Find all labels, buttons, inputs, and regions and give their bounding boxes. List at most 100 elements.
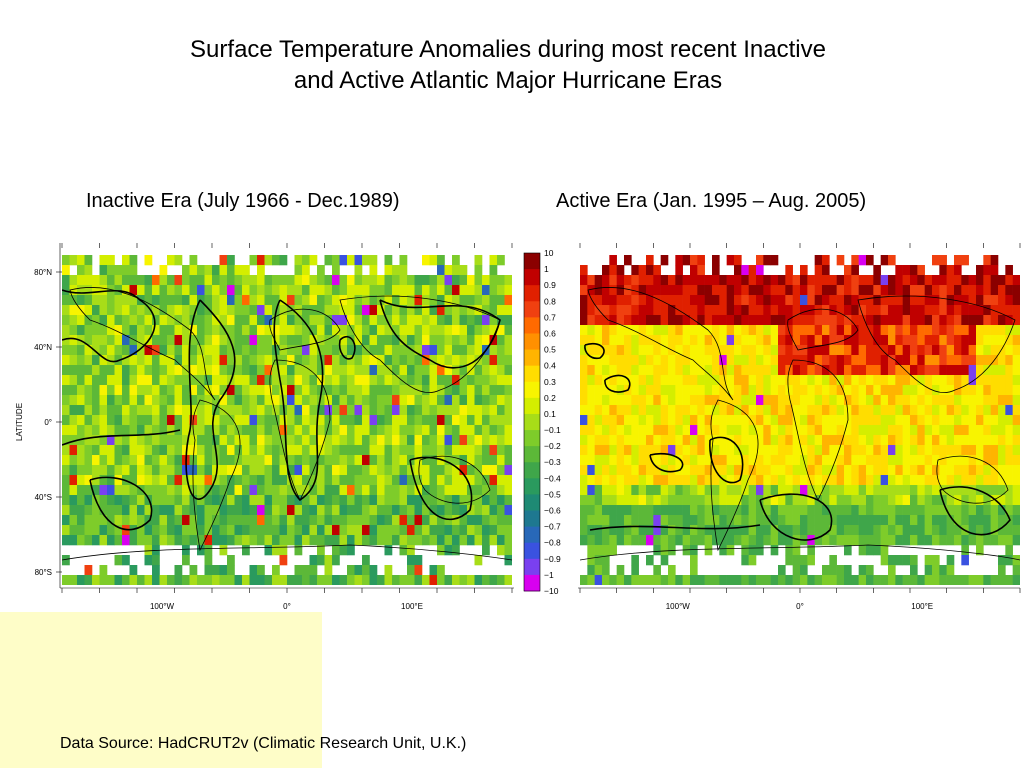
heatmap-cell (174, 275, 183, 286)
heatmap-cell (990, 325, 999, 336)
heatmap-cell (437, 385, 445, 396)
heatmap-cell (219, 265, 228, 276)
heatmap-cell (990, 505, 999, 516)
heatmap-cell (829, 465, 837, 476)
heatmap-cell (910, 485, 918, 496)
heatmap-cell (704, 455, 713, 466)
y-tick-label: 0° (44, 418, 52, 427)
heatmap-cell (822, 475, 830, 486)
heatmap-cell (866, 255, 874, 266)
heatmap-cell (851, 305, 859, 316)
heatmap-cell (437, 545, 445, 556)
heatmap-cell (437, 265, 445, 276)
heatmap-cell (668, 385, 676, 396)
heatmap-cell (704, 535, 713, 546)
heatmap-cell (204, 525, 213, 536)
heatmap-cell (668, 495, 676, 506)
heatmap-cell (954, 385, 962, 396)
heatmap-cell (362, 555, 370, 566)
heatmap-cell (594, 515, 603, 526)
heatmap-cell (99, 365, 108, 376)
heatmap-cell (467, 275, 475, 286)
heatmap-cell (437, 505, 445, 516)
heatmap-cell (114, 325, 123, 336)
heatmap-cell (182, 395, 190, 406)
heatmap-cell (437, 405, 445, 416)
heatmap-cell (748, 495, 757, 506)
heatmap-cell (354, 505, 363, 516)
heatmap-cell (384, 515, 393, 526)
heatmap-cell (467, 475, 475, 486)
heatmap-cell (976, 415, 984, 426)
heatmap-cell (638, 525, 647, 536)
heatmap-cell (174, 355, 183, 366)
heatmap-cell (84, 335, 93, 346)
heatmap-cell (204, 475, 213, 486)
heatmap-cell (324, 325, 333, 336)
heatmap-cell (309, 325, 318, 336)
heatmap-cell (392, 435, 400, 446)
heatmap-cell (954, 325, 962, 336)
heatmap-cell (137, 455, 145, 466)
heatmap-cell (873, 325, 881, 336)
heatmap-cell (829, 555, 837, 566)
heatmap-cell (159, 475, 168, 486)
heatmap-cell (844, 325, 852, 336)
heatmap-cell (888, 435, 896, 446)
heatmap-cell (719, 515, 727, 526)
heatmap-cell (437, 365, 445, 376)
heatmap-cell (249, 435, 258, 446)
heatmap-cell (92, 405, 100, 416)
heatmap-cell (242, 465, 250, 476)
heatmap-cell (429, 375, 438, 386)
heatmap-cell (92, 365, 100, 376)
heatmap-cell (624, 315, 632, 326)
heatmap-cell (69, 315, 78, 326)
colorbar-tick-label: 10 (544, 248, 554, 258)
heatmap-cell (339, 425, 348, 436)
heatmap-cell (294, 345, 303, 356)
heatmap-cell (482, 515, 490, 526)
heatmap-cell (257, 375, 265, 386)
heatmap-cell (347, 535, 355, 546)
heatmap-cell (829, 455, 837, 466)
heatmap-cell (675, 535, 683, 546)
heatmap-cell (279, 275, 288, 286)
heatmap-cell (917, 535, 925, 546)
heatmap-cell (174, 435, 183, 446)
heatmap-cell (829, 315, 837, 326)
heatmap-cell (482, 315, 490, 326)
heatmap-cell (317, 305, 325, 316)
heatmap-cell (137, 475, 145, 486)
heatmap-cell (902, 475, 911, 486)
heatmap-cell (778, 315, 786, 326)
heatmap-cell (474, 485, 483, 496)
heatmap-cell (924, 495, 933, 506)
heatmap-cell (84, 505, 93, 516)
heatmap-cell (719, 435, 727, 446)
heatmap-cell (866, 325, 874, 336)
heatmap-cell (939, 305, 947, 316)
heatmap-cell (77, 525, 85, 536)
heatmap-cell (77, 265, 85, 276)
heatmap-cell (968, 295, 977, 306)
heatmap-cell (763, 375, 771, 386)
heatmap-cell (690, 265, 698, 276)
heatmap-cell (414, 555, 423, 566)
heatmap-cell (317, 325, 325, 336)
heatmap-cell (800, 505, 808, 516)
heatmap-cell (69, 375, 78, 386)
heatmap-cell (792, 425, 801, 436)
heatmap-cell (741, 435, 749, 446)
heatmap-cell (339, 275, 348, 286)
heatmap-cell (998, 455, 1006, 466)
heatmap-cell (822, 405, 830, 416)
heatmap-cell (62, 375, 70, 386)
heatmap-cell (902, 395, 911, 406)
heatmap-cell (638, 375, 647, 386)
heatmap-cell (697, 295, 705, 306)
heatmap-cell (946, 495, 955, 506)
heatmap-cell (983, 435, 991, 446)
heatmap-cell (682, 425, 691, 436)
heatmap-cell (961, 335, 969, 346)
